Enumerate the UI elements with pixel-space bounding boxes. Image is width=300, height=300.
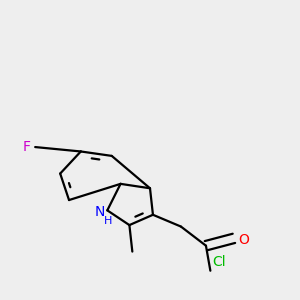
Text: O: O: [238, 233, 249, 247]
Text: F: F: [23, 140, 31, 154]
Text: H: H: [104, 216, 112, 226]
Text: N: N: [95, 205, 105, 219]
Text: Cl: Cl: [212, 255, 226, 269]
